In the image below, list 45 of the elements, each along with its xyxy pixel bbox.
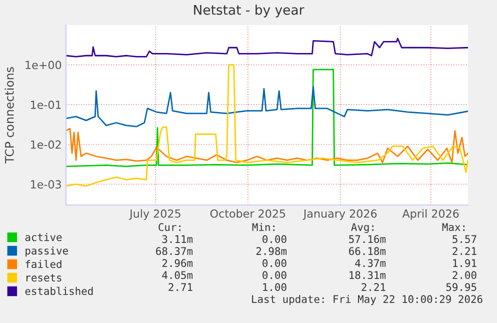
x-tick-label: October 2025 [210,209,286,218]
x-tick-label: January 2026 [302,209,377,220]
y-tick-label: 1e-03 [31,180,61,189]
line-series [66,68,468,168]
line-series [66,86,468,128]
y-tick-label: 1e-02 [31,140,61,149]
text: 1.00 [263,283,286,292]
text: 4.37m [355,259,386,268]
y-tick-label: 1e-01 [31,100,61,109]
text: 68.37m [156,247,193,256]
text: 2.98m [256,247,287,256]
text: 18.31m [350,271,386,280]
y-axis-title: TCP connections [4,67,14,164]
text: 0.00 [262,271,286,280]
text: 57.16m [349,235,386,244]
line-series [66,128,468,164]
text: Max: [442,223,464,232]
text: 2.21 [452,247,476,255]
text: Min: [252,222,274,231]
text: 2.96m [162,259,193,268]
text: 0.00 [262,259,286,268]
legend-label: failed [26,260,62,268]
legend-label: active [25,233,62,242]
text: 3.11m [162,235,193,244]
text: Cur: [158,223,180,232]
legend-label: passive [26,246,68,257]
line-series [66,64,468,187]
text: 4.05m [162,271,193,280]
text: 2.00 [452,271,476,280]
text: 5.57 [452,235,476,244]
y-tick-label: 1e+00 [26,60,62,70]
chart-title: Netstat - by year [194,4,304,18]
legend-label: resets [26,274,62,282]
text: 66.18m [349,247,386,256]
x-tick-label: July 2025 [128,209,180,220]
line-series [66,38,468,58]
text: Last update: Fri May 22 10:00:29 2026 [252,294,482,306]
text: 1.91 [453,259,476,268]
text: 2.71 [168,283,192,291]
text: 0.00 [262,235,286,244]
x-tick-label: April 2026 [402,209,459,220]
text: 59.95 [446,283,476,292]
text: 2.21 [362,283,386,291]
text: Avg: [351,223,374,234]
legend-label: established [25,286,93,295]
